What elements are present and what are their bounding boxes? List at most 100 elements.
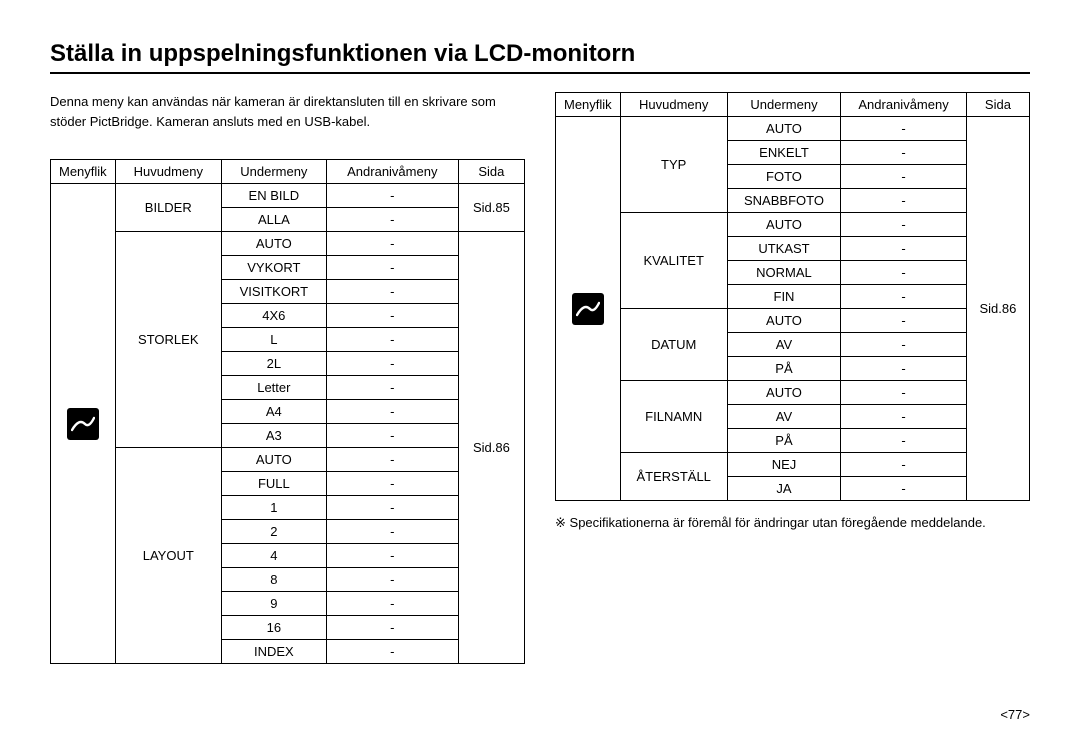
undermeny-cell: AUTO <box>727 381 841 405</box>
andra-cell: - <box>841 429 967 453</box>
undermeny-cell: SNABBFOTO <box>727 189 841 213</box>
sida-cell: Sid.86 <box>458 232 524 664</box>
andra-cell: - <box>841 165 967 189</box>
right-menu-table: Menyflik Huvudmeny Undermeny Andranivåme… <box>555 92 1030 501</box>
andra-cell: - <box>326 208 458 232</box>
undermeny-cell: 2L <box>221 352 326 376</box>
undermeny-cell: A3 <box>221 424 326 448</box>
col-huvudmeny: Huvudmeny <box>620 93 727 117</box>
andra-cell: - <box>841 453 967 477</box>
sida-cell: Sid.86 <box>966 117 1029 501</box>
undermeny-cell: 4X6 <box>221 304 326 328</box>
page-title: Ställa in uppspelningsfunktionen via LCD… <box>50 40 1030 74</box>
undermeny-cell: PÅ <box>727 357 841 381</box>
col-menyflik: Menyflik <box>556 93 621 117</box>
undermeny-cell: NEJ <box>727 453 841 477</box>
andra-cell: - <box>326 376 458 400</box>
huvudmeny-cell: BILDER <box>115 184 221 232</box>
undermeny-cell: A4 <box>221 400 326 424</box>
andra-cell: - <box>326 472 458 496</box>
undermeny-cell: JA <box>727 477 841 501</box>
andra-cell: - <box>841 357 967 381</box>
huvudmeny-cell: DATUM <box>620 309 727 381</box>
andra-cell: - <box>841 405 967 429</box>
undermeny-cell: 16 <box>221 616 326 640</box>
huvudmeny-cell: KVALITET <box>620 213 727 309</box>
huvudmeny-cell: ÅTERSTÄLL <box>620 453 727 501</box>
andra-cell: - <box>326 232 458 256</box>
undermeny-cell: AUTO <box>727 117 841 141</box>
undermeny-cell: FIN <box>727 285 841 309</box>
andra-cell: - <box>326 184 458 208</box>
andra-cell: - <box>841 213 967 237</box>
andra-cell: - <box>326 280 458 304</box>
andra-cell: - <box>326 616 458 640</box>
andra-cell: - <box>326 592 458 616</box>
undermeny-cell: AUTO <box>727 309 841 333</box>
andra-cell: - <box>326 520 458 544</box>
left-menu-table: Menyflik Huvudmeny Undermeny Andranivåme… <box>50 159 525 664</box>
andra-cell: - <box>326 256 458 280</box>
col-undermeny: Undermeny <box>727 93 841 117</box>
col-andranivameny: Andranivåmeny <box>326 160 458 184</box>
undermeny-cell: VYKORT <box>221 256 326 280</box>
undermeny-cell: ENKELT <box>727 141 841 165</box>
page-number: <77> <box>1000 707 1030 722</box>
andra-cell: - <box>326 304 458 328</box>
andra-cell: - <box>841 477 967 501</box>
undermeny-cell: AUTO <box>727 213 841 237</box>
andra-cell: - <box>326 328 458 352</box>
footnote-marker: ※ <box>555 515 566 530</box>
undermeny-cell: 9 <box>221 592 326 616</box>
table-header-row: Menyflik Huvudmeny Undermeny Andranivåme… <box>51 160 525 184</box>
col-sida: Sida <box>458 160 524 184</box>
footnote-text: Specifikationerna är föremål för ändring… <box>570 515 986 530</box>
undermeny-cell: EN BILD <box>221 184 326 208</box>
col-undermeny: Undermeny <box>221 160 326 184</box>
andra-cell: - <box>841 285 967 309</box>
print-icon <box>67 408 99 440</box>
andra-cell: - <box>326 400 458 424</box>
andra-cell: - <box>841 333 967 357</box>
andra-cell: - <box>841 381 967 405</box>
huvudmeny-cell: STORLEK <box>115 232 221 448</box>
undermeny-cell: AUTO <box>221 232 326 256</box>
col-sida: Sida <box>966 93 1029 117</box>
andra-cell: - <box>326 496 458 520</box>
sida-cell: Sid.85 <box>458 184 524 232</box>
andra-cell: - <box>326 568 458 592</box>
huvudmeny-cell: LAYOUT <box>115 448 221 664</box>
andra-cell: - <box>841 261 967 285</box>
undermeny-cell: AV <box>727 333 841 357</box>
undermeny-cell: NORMAL <box>727 261 841 285</box>
andra-cell: - <box>841 117 967 141</box>
table-header-row: Menyflik Huvudmeny Undermeny Andranivåme… <box>556 93 1030 117</box>
andra-cell: - <box>841 141 967 165</box>
andra-cell: - <box>326 640 458 664</box>
print-icon <box>572 293 604 325</box>
andra-cell: - <box>841 309 967 333</box>
undermeny-cell: VISITKORT <box>221 280 326 304</box>
footnote: ※ Specifikationerna är föremål för ändri… <box>555 515 1030 531</box>
undermeny-cell: UTKAST <box>727 237 841 261</box>
col-huvudmeny: Huvudmeny <box>115 160 221 184</box>
undermeny-cell: Letter <box>221 376 326 400</box>
intro-text: Denna meny kan användas när kameran är d… <box>50 92 525 131</box>
undermeny-cell: INDEX <box>221 640 326 664</box>
undermeny-cell: ALLA <box>221 208 326 232</box>
andra-cell: - <box>326 544 458 568</box>
undermeny-cell: PÅ <box>727 429 841 453</box>
andra-cell: - <box>841 189 967 213</box>
undermeny-cell: 4 <box>221 544 326 568</box>
andra-cell: - <box>326 424 458 448</box>
menyflik-icon-cell <box>556 117 621 501</box>
undermeny-cell: 1 <box>221 496 326 520</box>
menyflik-icon-cell <box>51 184 116 664</box>
andra-cell: - <box>326 352 458 376</box>
undermeny-cell: AUTO <box>221 448 326 472</box>
huvudmeny-cell: FILNAMN <box>620 381 727 453</box>
andra-cell: - <box>841 237 967 261</box>
col-menyflik: Menyflik <box>51 160 116 184</box>
huvudmeny-cell: TYP <box>620 117 727 213</box>
undermeny-cell: 8 <box>221 568 326 592</box>
